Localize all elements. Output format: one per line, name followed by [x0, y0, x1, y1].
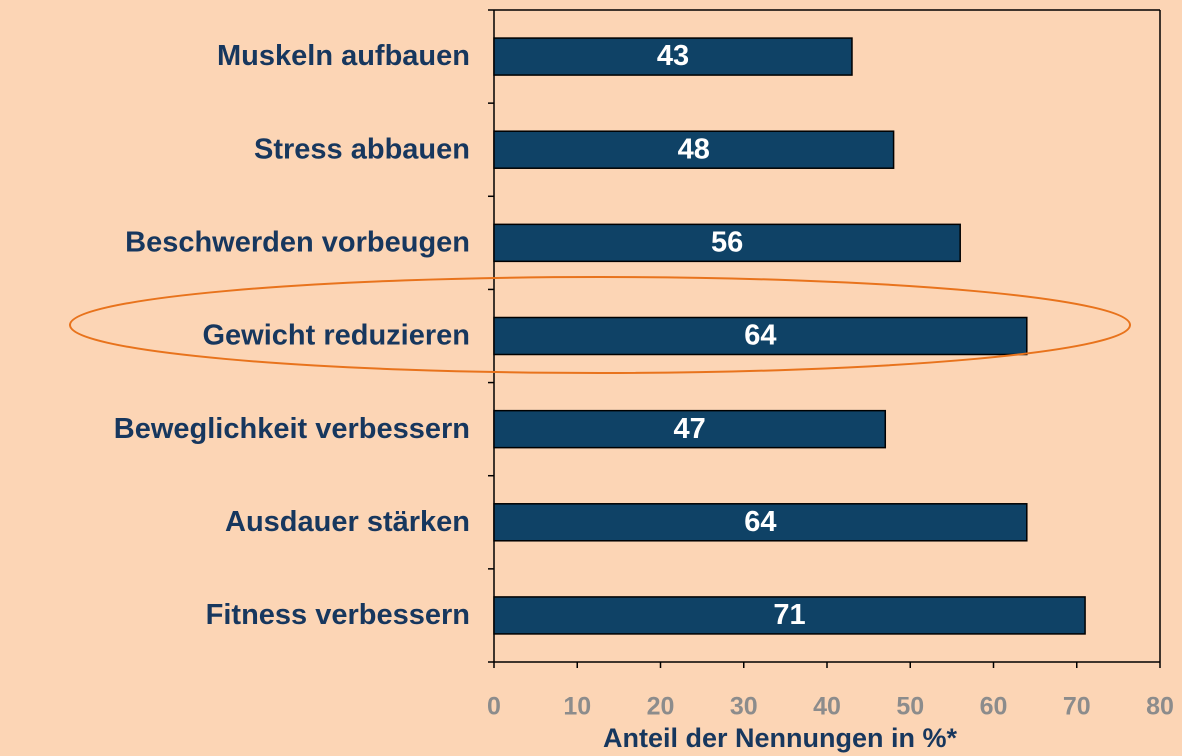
x-tick-label: 50 [896, 693, 924, 721]
bar [493, 37, 853, 76]
data-label: 71 [773, 599, 805, 631]
bar [493, 316, 1028, 356]
y-tick-label: Fitness verbessern [206, 599, 470, 631]
x-tick-label: 30 [730, 693, 758, 721]
y-tick-label: Beschwerden vorbeugen [125, 227, 470, 259]
data-label: 64 [744, 320, 776, 352]
y-tick-label: Muskeln aufbauen [217, 40, 470, 72]
x-tick-label: 70 [1063, 693, 1091, 721]
data-label: 47 [674, 413, 706, 445]
data-label: 48 [678, 133, 710, 165]
y-tick-label: Stress abbauen [254, 133, 470, 165]
data-label: 64 [744, 506, 776, 538]
x-tick-label: 40 [813, 693, 841, 721]
y-tick-label: Beweglichkeit verbessern [114, 413, 470, 445]
data-label: 43 [657, 40, 689, 72]
x-tick-label: 0 [487, 693, 501, 721]
x-tick-label: 60 [980, 693, 1008, 721]
highlight-ellipse [69, 276, 1131, 374]
x-tick-label: 20 [647, 693, 675, 721]
y-tick-label: Gewicht reduzieren [202, 320, 470, 352]
x-tick-label: 10 [563, 693, 591, 721]
data-label: 56 [711, 227, 743, 259]
bar [493, 223, 961, 263]
bar [493, 503, 1028, 542]
bar [493, 409, 887, 449]
bar [493, 596, 1086, 635]
x-tick-label: 80 [1146, 693, 1174, 721]
x-axis-title: Anteil der Nennungen in %* [603, 723, 958, 753]
bar [493, 130, 895, 169]
y-tick-label: Ausdauer stärken [225, 506, 470, 538]
